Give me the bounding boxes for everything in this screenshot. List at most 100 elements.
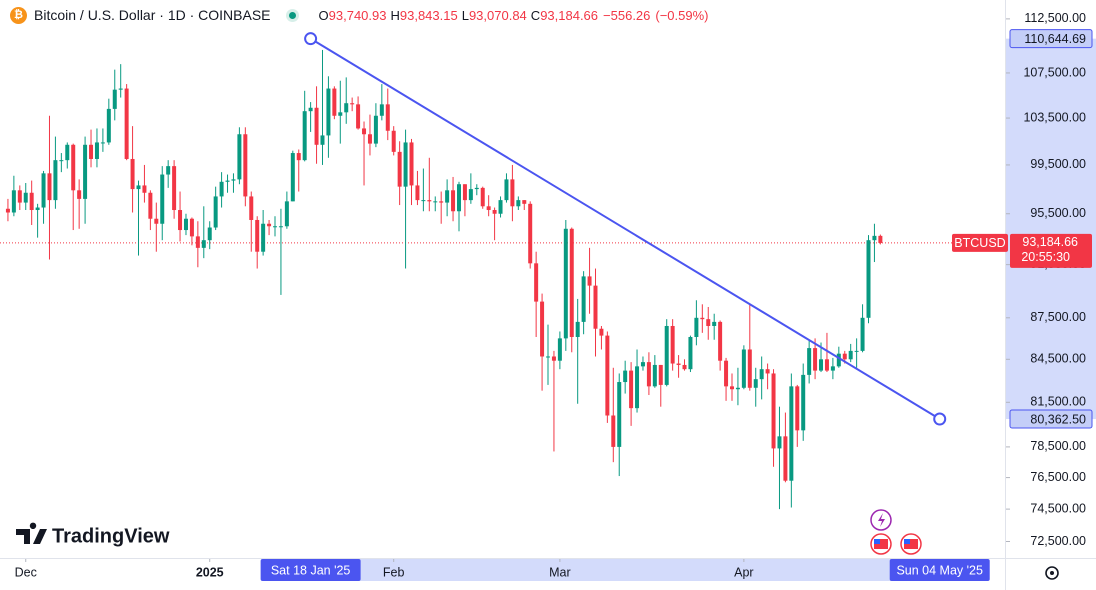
candle-body — [540, 301, 545, 357]
y-tick-label: 112,500.00 — [1024, 11, 1086, 25]
change: −556.26 — [603, 7, 651, 23]
ohlc-letter: H — [390, 8, 400, 23]
settings-button[interactable] — [1045, 566, 1059, 580]
x-tick-label: Dec — [15, 565, 37, 579]
candle-body — [77, 190, 82, 199]
time-range-band — [310, 559, 940, 581]
trendline — [310, 37, 941, 420]
candle-body — [712, 321, 717, 326]
candle-body — [136, 185, 141, 190]
candle-body — [581, 276, 586, 322]
change-percent: (−0.59%) — [655, 7, 709, 23]
candle-body — [189, 218, 194, 237]
candle-body — [694, 317, 699, 337]
candle-body — [427, 200, 432, 202]
candle-body — [771, 373, 776, 449]
candle-body — [635, 366, 640, 409]
event-icons — [870, 509, 922, 555]
candle-body — [836, 353, 841, 367]
y-tick-label: 81,500.00 — [1030, 395, 1086, 409]
candle-body — [148, 192, 153, 219]
y-tick-label: 76,500.00 — [1030, 470, 1086, 484]
candle-body — [65, 144, 70, 161]
y-tick-label: 72,500.00 — [1030, 534, 1086, 548]
candle-body — [611, 415, 616, 447]
candle-body — [759, 369, 764, 380]
candle-body — [724, 360, 729, 387]
candle-body — [23, 192, 28, 203]
candle-body — [492, 210, 497, 214]
candle-body — [795, 386, 800, 431]
y-tick-label: 99,500.00 — [1030, 157, 1086, 171]
candle-body — [605, 335, 610, 416]
candle-body — [273, 226, 278, 228]
candle-body — [17, 190, 22, 203]
gear[interactable] — [1045, 566, 1059, 580]
candle-body — [225, 180, 230, 182]
selection-bands — [310, 38, 1096, 581]
market-status[interactable] — [285, 8, 299, 22]
candle-body — [255, 219, 260, 252]
symbol-box — [952, 233, 1008, 252]
candle-body — [445, 190, 450, 203]
candle-body — [777, 436, 782, 449]
trendline-handle[interactable] — [304, 32, 318, 46]
ohlc-value: 93,070.84 — [468, 8, 527, 23]
candle-body — [142, 185, 147, 193]
candle-body — [765, 369, 770, 374]
candle-body — [433, 201, 438, 203]
candle-body — [213, 196, 218, 228]
watermark: TradingView — [16, 522, 170, 547]
time-label-box — [889, 559, 990, 581]
candle-body — [557, 338, 562, 361]
time-label: Sat 18 Jan '25 — [271, 563, 351, 577]
candle-body — [718, 321, 723, 361]
candle-body — [118, 88, 123, 90]
countdown: 20:55:30 — [1021, 250, 1070, 264]
candle-body — [551, 356, 556, 361]
y-tick-label: 84,500.00 — [1030, 352, 1086, 366]
candle-body — [735, 387, 740, 390]
symbol-title[interactable]: Bitcoin / U.S. Dollar · 1D · COINBASE — [34, 7, 271, 23]
candle-body — [59, 160, 64, 162]
x-tick-label: Mar — [549, 565, 571, 579]
candle-body — [5, 208, 10, 213]
event-glyph — [878, 513, 885, 527]
candle-body — [106, 108, 111, 143]
candle-body — [498, 200, 503, 214]
candle-body — [11, 190, 16, 213]
candle-body — [89, 144, 94, 159]
candle-body — [462, 184, 467, 201]
ohlc-value: 93,843.15 — [399, 8, 458, 23]
candle-body — [866, 240, 871, 318]
overlay: 110,644.69 Sat 18 Jan '25 80,362.50 Sun 04 … — [260, 29, 1093, 581]
candle-body — [516, 200, 521, 207]
candle-body — [183, 218, 188, 231]
candle-body — [640, 362, 645, 367]
y-tick-label: 87,500.00 — [1030, 310, 1086, 324]
candle-body — [237, 134, 242, 180]
ohlc-value: 93,184.66 — [540, 8, 599, 23]
candle-body — [623, 370, 628, 383]
candle-body — [480, 187, 485, 207]
candle-body — [522, 200, 527, 204]
candle-body — [356, 104, 361, 129]
candle-body — [100, 142, 105, 144]
candle-body — [379, 104, 384, 116]
price-label-box — [1009, 29, 1093, 49]
candle-body — [575, 321, 580, 337]
trendline-handle[interactable] — [933, 412, 947, 426]
time-label-box — [260, 559, 361, 581]
candle-body — [688, 336, 693, 370]
candle-body — [160, 174, 165, 224]
candle-body — [314, 107, 319, 145]
candle-body — [783, 436, 788, 481]
candle-body — [284, 201, 289, 227]
candle-body — [747, 349, 752, 388]
candle-body — [278, 226, 283, 228]
candle-body — [47, 173, 52, 201]
axes: 112,500.00 107,500.00 103,500.00 99,500.00 9… — [15, 11, 1086, 579]
flag — [874, 539, 888, 549]
candle-body — [290, 153, 295, 202]
candle-body — [569, 228, 574, 337]
